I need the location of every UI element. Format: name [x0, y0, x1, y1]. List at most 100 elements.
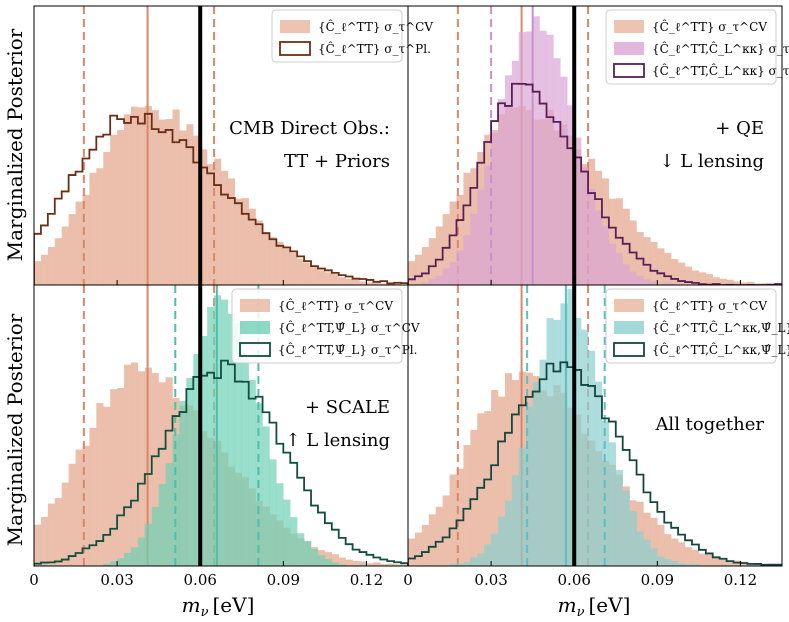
bar-all_cv-36: [657, 556, 665, 566]
panel-top-left: CMB Direct Obs.: TT + Priors {Ĉ_ℓ^TT} σ_τ^…: [33, 5, 433, 286]
bar-tt_cv-19: [165, 119, 173, 285]
bar-tt_cv-46: [726, 279, 734, 285]
bar-all_cv-26: [588, 350, 596, 566]
bar-tt_cv-3: [428, 514, 436, 566]
bar-tt_cv-0: [408, 261, 416, 285]
xtick-label: 0.03: [474, 571, 507, 589]
bar-tt_cv-34: [643, 237, 651, 285]
bar-tt_cv-46: [726, 560, 734, 566]
bar-tt_cv-4: [435, 226, 443, 285]
xlabel-right: mν [eV]: [558, 593, 631, 620]
bar-tt_cv-3: [428, 238, 436, 285]
legend-label: {Ĉ_ℓ^TT} σ_τ^Pl.: [318, 40, 431, 56]
step-all_pl: [408, 361, 782, 566]
bar-tt_cv-39: [304, 262, 312, 285]
bar-tt_cv-43: [331, 554, 339, 566]
bar-tt_cv-52: [394, 283, 402, 285]
bar-psi_cv-41: [317, 555, 326, 566]
bar-tt_cv-12: [491, 389, 499, 566]
bar-all_cv-14: [504, 500, 513, 566]
bar-tt_cv-47: [359, 561, 367, 566]
bar-tt_cv-38: [671, 538, 679, 566]
bar-tt_cv-35: [276, 241, 284, 285]
bar-tt_cv-10: [477, 413, 485, 566]
bar-psi_cv-42: [324, 558, 333, 566]
bar-kk_cv-5: [442, 268, 450, 285]
bar-tt_cv-42: [698, 272, 707, 285]
bar-tt_cv-14: [504, 373, 513, 566]
bar-tt_cv-47: [359, 281, 367, 285]
bar-tt_cv-17: [151, 110, 159, 285]
bar-tt_cv-18: [158, 382, 166, 566]
bar-tt_cv-1: [40, 254, 49, 285]
bar-tt_cv-4: [435, 506, 443, 566]
bar-kk_cv-22: [560, 76, 568, 285]
bar-tt_cv-4: [61, 226, 69, 285]
legend-swatch: [279, 41, 311, 56]
bar-kk_cv-32: [629, 271, 637, 285]
legend-swatch: [614, 299, 644, 312]
bar-all_cv-11: [484, 544, 492, 566]
bar-tt_cv-46: [352, 279, 360, 285]
bar-all_cv-35: [650, 548, 658, 566]
bar-psi_cv-30: [241, 357, 249, 566]
bar-psi_cv-15: [137, 537, 146, 566]
bar-kk_cv-4: [435, 275, 443, 285]
bar-tt_cv-21: [179, 130, 187, 285]
bar-tt_cv-31: [248, 208, 256, 285]
bar-tt_cv-39: [678, 262, 686, 285]
bar-tt_cv-37: [664, 252, 672, 285]
bar-tt_cv-6: [449, 201, 457, 285]
bar-kk_cv-38: [671, 283, 679, 285]
panel-bottom-left: 0 0.03 0.06 0.09 0.12 + SCALE ↑ L lensing {Ĉ_ℓ^…: [29, 284, 420, 589]
bar-kk_cv-27: [595, 210, 603, 285]
bar-tt_cv-24: [200, 149, 208, 285]
legend-label: {Ĉ_ℓ^TT,Ψ̂_L} σ_τ^Pl.: [278, 341, 417, 357]
legend-swatch: [614, 20, 644, 33]
bar-tt_cv-42: [324, 272, 333, 285]
bar-psi_cv-27: [221, 299, 229, 566]
legend-swatch: [240, 299, 270, 312]
bar-kk_cv-28: [601, 225, 610, 285]
bar-all_cv-37: [664, 558, 672, 566]
bar-psi_cv-33: [262, 426, 270, 566]
bar-kk_cv-37: [664, 282, 672, 285]
bar-psi_cv-37: [290, 517, 298, 566]
ylabel-top: Marginalized Posterior: [3, 28, 27, 261]
bar-tt_cv-38: [671, 259, 679, 285]
bar-tt_cv-49: [747, 281, 755, 285]
bar-tt_cv-26: [214, 158, 222, 285]
bar-tt_cv-49: [373, 562, 381, 566]
bar-tt_cv-7: [456, 468, 464, 566]
bar-all_cv-29: [608, 442, 616, 566]
bar-kk_cv-17: [525, 31, 533, 285]
bar-all_cv-6: [449, 563, 457, 566]
bar-tt_cv-12: [117, 130, 125, 285]
bar-tt_cv-41: [317, 270, 326, 285]
bar-all_cv-21: [553, 319, 561, 566]
bar-psi_cv-28: [227, 313, 236, 566]
plot-area: [408, 285, 782, 566]
bar-tt_cv-44: [712, 557, 720, 566]
bar-tt_cv-30: [615, 198, 623, 285]
plot-area: [34, 6, 408, 285]
bar-all_cv-34: [643, 539, 651, 566]
panels: CMB Direct Obs.: TT + Priors {Ĉ_ℓ^TT} σ_τ^…: [29, 5, 789, 589]
bar-psi_cv-44: [338, 564, 346, 566]
bar-tt_cv-52: [394, 564, 402, 566]
bar-tt_cv-35: [650, 241, 658, 285]
legend-label: {Ĉ_ℓ^TT,Ĉ_L^κκ,Ψ̂_L} σ_τ^Pl.: [652, 341, 789, 357]
xtick-label: 0: [29, 571, 39, 589]
legend-label: {Ĉ_ℓ^TT} σ_τ^CV: [652, 18, 767, 34]
bar-psi_cv-14: [130, 547, 139, 566]
bar-all_cv-9: [470, 557, 478, 566]
bar-tt_cv-15: [137, 107, 146, 285]
panel-bottom-right: 0 0.03 0.06 0.09 0.12 All together {Ĉ_ℓ^TT} σ_…: [403, 284, 789, 589]
bar-kk_cv-29: [608, 243, 616, 285]
bar-kk_cv-34: [643, 279, 651, 285]
bar-tt_cv-15: [511, 380, 520, 566]
bar-tt_cv-51: [761, 283, 769, 285]
bar-kk_cv-33: [636, 275, 644, 285]
legend-swatch: [239, 342, 271, 357]
bar-kk_cv-19: [539, 30, 547, 285]
